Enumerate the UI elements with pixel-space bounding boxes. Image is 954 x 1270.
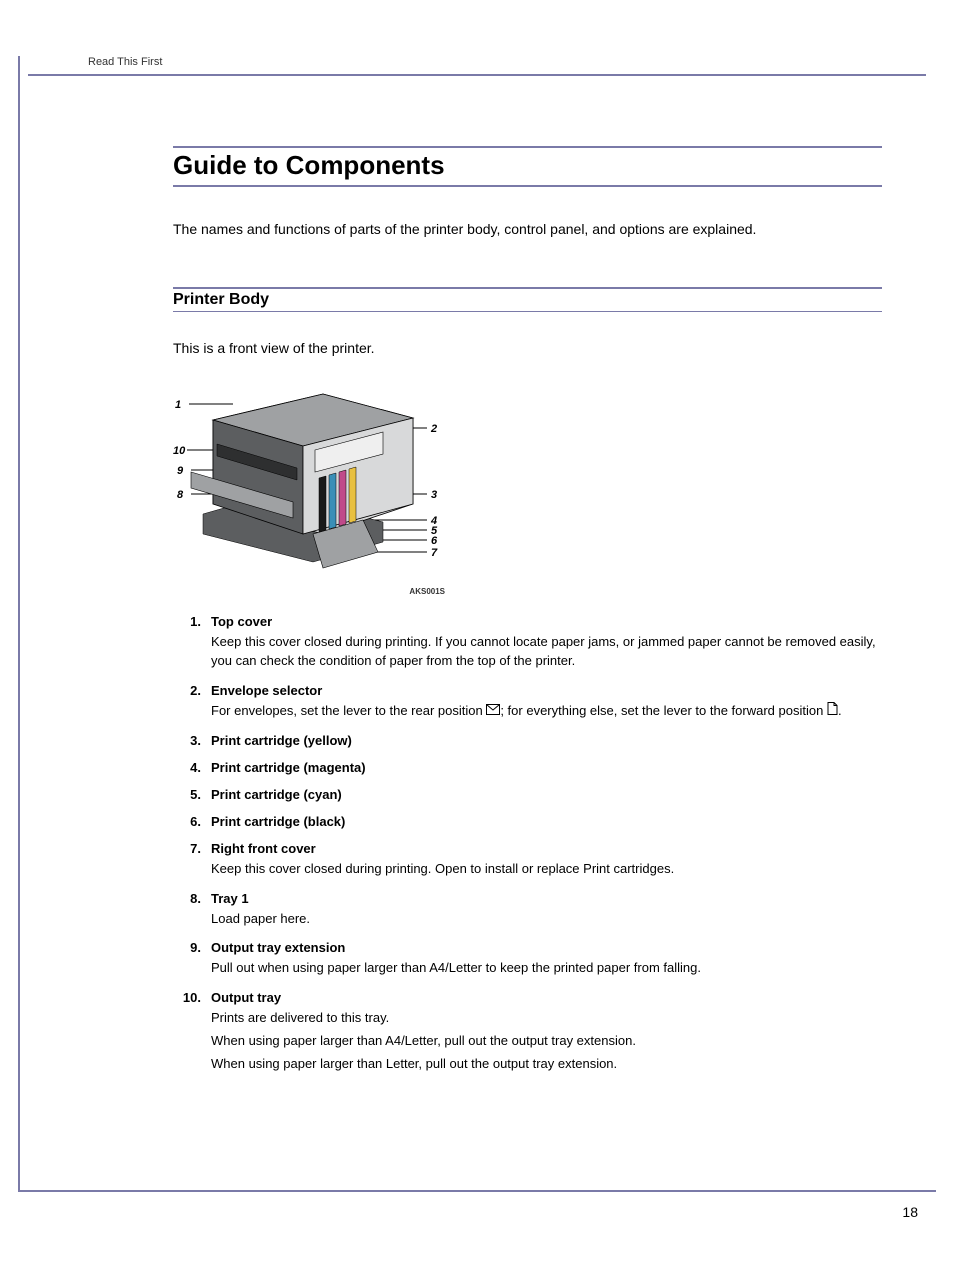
item-body: Print cartridge (black) — [201, 814, 882, 833]
section-desc: This is a front view of the printer. — [173, 340, 882, 356]
item-number: 8. — [173, 891, 201, 933]
item-text: For envelopes, set the lever to the rear… — [211, 702, 882, 721]
item-text: When using paper larger than A4/Letter, … — [211, 1032, 882, 1051]
item-text: Load paper here. — [211, 910, 882, 929]
item-title: Print cartridge (magenta) — [211, 760, 882, 775]
paper-icon — [827, 702, 838, 721]
item-title: Print cartridge (yellow) — [211, 733, 882, 748]
item-text: When using paper larger than Letter, pul… — [211, 1055, 882, 1074]
item-body: Top cover Keep this cover closed during p… — [201, 614, 882, 675]
item-number: 9. — [173, 940, 201, 982]
bottom-rule — [18, 1190, 936, 1192]
section-heading: Printer Body — [173, 287, 882, 312]
item-title: Print cartridge (cyan) — [211, 787, 882, 802]
list-item: 8. Tray 1 Load paper here. — [173, 891, 882, 933]
intro-text: The names and functions of parts of the … — [173, 221, 882, 237]
item-number: 1. — [173, 614, 201, 675]
item-title: Tray 1 — [211, 891, 882, 906]
item-text: Prints are delivered to this tray. — [211, 1009, 882, 1028]
page: Read This First Guide to Components The … — [0, 0, 954, 1114]
content: Guide to Components The names and functi… — [28, 76, 926, 1078]
list-item: 7. Right front cover Keep this cover close… — [173, 841, 882, 883]
printer-diagram: 11098234567 AKS001S — [173, 384, 882, 596]
item-title: Output tray extension — [211, 940, 882, 955]
item-title: Output tray — [211, 990, 882, 1005]
item-number: 5. — [173, 787, 201, 806]
item-body: Right front cover Keep this cover closed … — [201, 841, 882, 883]
item-title: Envelope selector — [211, 683, 882, 698]
item-body: Output tray Prints are delivered to this … — [201, 990, 882, 1078]
svg-text:8: 8 — [177, 489, 184, 501]
list-item: 3. Print cartridge (yellow) — [173, 733, 882, 752]
svg-text:3: 3 — [431, 489, 437, 501]
item-number: 3. — [173, 733, 201, 752]
item-number: 10. — [173, 990, 201, 1078]
svg-text:10: 10 — [173, 445, 186, 457]
list-item: 1. Top cover Keep this cover closed during… — [173, 614, 882, 675]
envelope-icon — [486, 702, 500, 721]
list-item: 4. Print cartridge (magenta) — [173, 760, 882, 779]
list-item: 6. Print cartridge (black) — [173, 814, 882, 833]
list-item: 10. Output tray Prints are delivered to th… — [173, 990, 882, 1078]
list-item: 9. Output tray extension Pull out when usi… — [173, 940, 882, 982]
item-text: Keep this cover closed during printing. … — [211, 633, 882, 671]
item-number: 7. — [173, 841, 201, 883]
left-rule — [18, 56, 20, 1192]
header-breadcrumb: Read This First — [28, 56, 926, 76]
item-body: Output tray extension Pull out when using… — [201, 940, 882, 982]
printer-svg: 11098234567 — [173, 384, 445, 582]
item-body: Print cartridge (yellow) — [201, 733, 882, 752]
diagram-id: AKS001S — [173, 587, 445, 596]
item-body: Print cartridge (cyan) — [201, 787, 882, 806]
item-text: Keep this cover closed during printing. … — [211, 860, 882, 879]
svg-text:1: 1 — [175, 399, 181, 411]
item-number: 4. — [173, 760, 201, 779]
item-text: Pull out when using paper larger than A4… — [211, 959, 882, 978]
item-number: 2. — [173, 683, 201, 725]
item-body: Envelope selector For envelopes, set the … — [201, 683, 882, 725]
svg-text:2: 2 — [430, 423, 437, 435]
svg-text:6: 6 — [431, 535, 438, 547]
page-number: 18 — [902, 1204, 918, 1220]
item-title: Top cover — [211, 614, 882, 629]
item-number: 6. — [173, 814, 201, 833]
component-list: 1. Top cover Keep this cover closed during… — [173, 614, 882, 1078]
item-title: Print cartridge (black) — [211, 814, 882, 829]
list-item: 2. Envelope selector For envelopes, set th… — [173, 683, 882, 725]
svg-text:7: 7 — [431, 547, 438, 559]
item-body: Tray 1 Load paper here. — [201, 891, 882, 933]
list-item: 5. Print cartridge (cyan) — [173, 787, 882, 806]
item-body: Print cartridge (magenta) — [201, 760, 882, 779]
svg-text:9: 9 — [177, 465, 184, 477]
page-title: Guide to Components — [173, 146, 882, 187]
item-title: Right front cover — [211, 841, 882, 856]
